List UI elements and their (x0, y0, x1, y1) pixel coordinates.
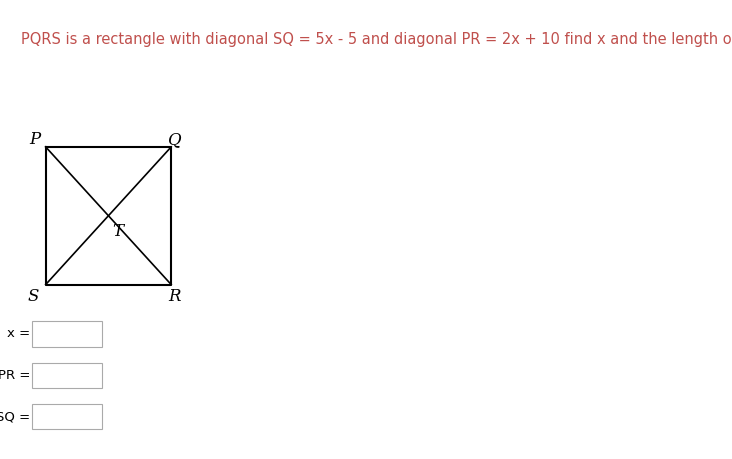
Text: R: R (168, 287, 181, 305)
FancyBboxPatch shape (32, 321, 102, 347)
Text: SQ =: SQ = (0, 410, 30, 423)
Text: P: P (29, 131, 40, 149)
Text: PQRS is a rectangle with diagonal SQ = 5x - 5 and diagonal PR = 2x + 10 find x a: PQRS is a rectangle with diagonal SQ = 5… (21, 32, 732, 47)
Text: S: S (27, 287, 39, 305)
Text: Q: Q (168, 131, 182, 149)
FancyBboxPatch shape (32, 363, 102, 388)
Text: PR =: PR = (0, 369, 30, 382)
Text: x =: x = (7, 327, 30, 341)
FancyBboxPatch shape (32, 404, 102, 429)
Text: T: T (112, 223, 123, 241)
